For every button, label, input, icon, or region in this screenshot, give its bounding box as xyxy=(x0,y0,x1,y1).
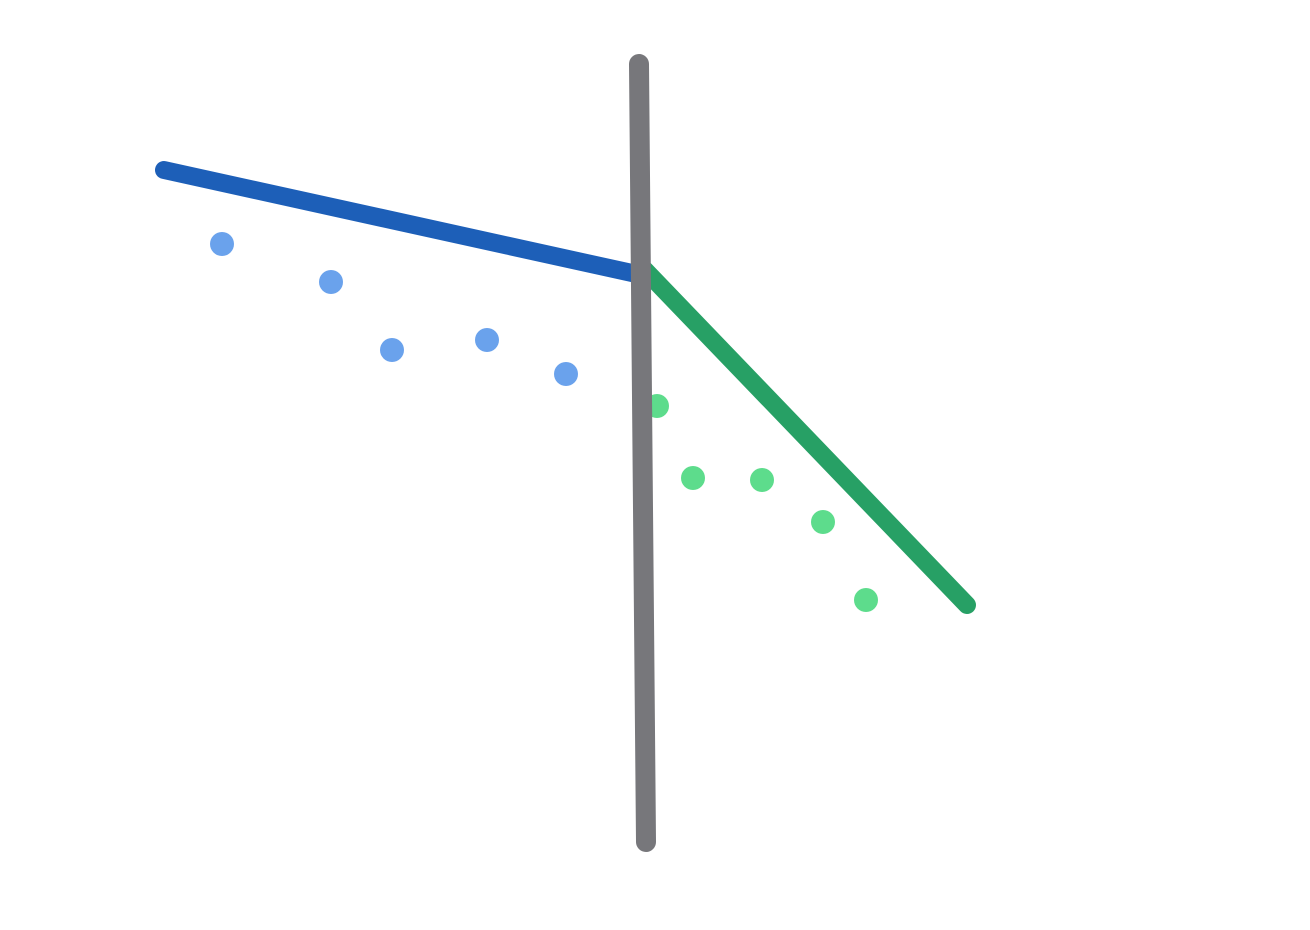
data-point-series2-4 xyxy=(811,510,835,534)
data-point-series1-4 xyxy=(475,328,499,352)
data-point-series1-2 xyxy=(319,270,343,294)
breakpoint-divider xyxy=(629,54,656,852)
data-point-series2-5 xyxy=(854,588,878,612)
data-point-series1-1 xyxy=(210,232,234,256)
data-point-series2-2 xyxy=(681,466,705,490)
fit-line-1 xyxy=(155,161,650,284)
data-points xyxy=(210,232,878,612)
data-point-series1-3 xyxy=(380,338,404,362)
data-point-series2-3 xyxy=(750,468,774,492)
fit-line-2 xyxy=(632,257,976,614)
fit-lines xyxy=(155,161,976,614)
divider-line xyxy=(629,54,656,852)
data-point-series1-5 xyxy=(554,362,578,386)
